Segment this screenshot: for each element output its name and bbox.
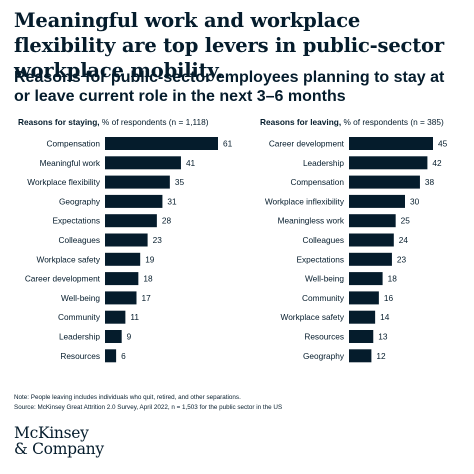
staying-value-label: 6 [121, 351, 126, 361]
staying-value-label: 18 [143, 274, 153, 284]
leaving-value-label: 13 [378, 332, 388, 342]
staying-title-bold: Reasons for staying, [18, 117, 100, 127]
leaving-category-label: Meaningless work [278, 216, 345, 226]
leaving-category-label: Expectations [296, 254, 344, 264]
staying-value-label: 41 [186, 158, 196, 168]
leaving-value-label: 14 [380, 312, 390, 322]
staying-category-label: Expectations [52, 216, 100, 226]
staying-value-label: 28 [162, 216, 172, 226]
leaving-bar [349, 349, 372, 363]
staying-title-rest: % of respondents (n = 1,118) [99, 117, 209, 127]
staying-bar [105, 310, 126, 324]
staying-category-label: Workplace flexibility [27, 177, 101, 187]
staying-category-label: Community [58, 312, 101, 322]
leaving-category-label: Community [302, 293, 345, 303]
leaving-value-label: 45 [438, 139, 448, 149]
staying-value-label: 35 [175, 177, 185, 187]
leaving-value-label: 24 [399, 235, 409, 245]
source-line: Source: McKinsey Great Attrition 2.0 Sur… [14, 403, 283, 411]
leaving-bar [349, 252, 392, 266]
staying-category-label: Meaningful work [40, 158, 101, 168]
staying-bar [105, 175, 170, 189]
staying-category-label: Workplace safety [37, 254, 101, 264]
leaving-bar [349, 214, 396, 228]
logo-line-1: McKinsey [14, 424, 89, 442]
mckinsey-logo: McKinsey & Company [14, 425, 104, 457]
leaving-category-label: Well-being [305, 274, 344, 284]
staying-value-label: 19 [145, 254, 155, 264]
leaving-value-label: 42 [432, 158, 442, 168]
footnote: Note: People leaving includes individual… [14, 393, 464, 412]
leaving-value-label: 30 [410, 196, 420, 206]
staying-category-label: Well-being [61, 293, 100, 303]
leaving-category-label: Leadership [303, 158, 344, 168]
staying-category-label: Compensation [46, 139, 100, 149]
staying-value-label: 17 [141, 293, 151, 303]
leaving-value-label: 12 [376, 351, 386, 361]
staying-bar [105, 137, 218, 150]
staying-bar [105, 291, 137, 305]
staying-value-label: 61 [223, 139, 233, 149]
leaving-title-bold: Reasons for leaving, [260, 117, 342, 127]
leaving-value-label: 16 [384, 293, 394, 303]
leaving-value-label: 18 [388, 274, 398, 284]
staying-bar [105, 233, 148, 247]
leaving-value-label: 23 [397, 254, 407, 264]
staying-category-label: Resources [60, 351, 100, 361]
leaving-category-label: Workplace safety [281, 312, 345, 322]
staying-value-label: 11 [130, 312, 139, 322]
staying-panel-title: Reasons for staying, % of respondents (n… [18, 117, 209, 127]
staying-category-label: Colleagues [58, 235, 100, 245]
staying-bar [105, 252, 141, 266]
leaving-bar [349, 291, 379, 305]
staying-value-label: 9 [127, 332, 132, 342]
logo-line-2: & Company [14, 440, 104, 458]
leaving-category-label: Career development [269, 139, 345, 149]
staying-bar [105, 272, 139, 286]
staying-category-label: Career development [25, 274, 101, 284]
staying-bar [105, 194, 163, 208]
staying-category-label: Geography [59, 196, 101, 206]
staying-category-label: Leadership [59, 332, 100, 342]
leaving-bar [349, 233, 394, 247]
staying-bar [105, 349, 117, 363]
staying-value-label: 23 [153, 235, 163, 245]
leaving-panel-title: Reasons for leaving, % of respondents (n… [260, 117, 444, 127]
leaving-value-label: 25 [401, 216, 411, 226]
leaving-category-label: Compensation [290, 177, 344, 187]
staying-bar [105, 156, 181, 170]
leaving-bar [349, 194, 405, 208]
leaving-bar [349, 137, 433, 150]
leaving-category-label: Geography [303, 351, 345, 361]
staying-value-label: 31 [167, 196, 177, 206]
leaving-value-label: 38 [425, 177, 435, 187]
chart-subtitle: Reasons for public-sector employees plan… [14, 69, 445, 105]
leaving-category-label: Resources [304, 332, 344, 342]
note-line: Note: People leaving includes individual… [14, 394, 241, 401]
leaving-bar [349, 175, 420, 189]
leaving-category-label: Colleagues [302, 235, 344, 245]
leaving-bar [349, 156, 428, 170]
leaving-bar [349, 330, 374, 343]
leaving-bar [349, 272, 383, 286]
leaving-title-rest: % of respondents (n = 385) [341, 117, 444, 127]
headline: Meaningful work and workplace flexibilit… [14, 9, 444, 82]
leaving-category-label: Workplace inflexibility [265, 196, 345, 206]
staying-bar [105, 214, 157, 228]
staying-bar [105, 330, 122, 343]
leaving-bar [349, 310, 376, 324]
